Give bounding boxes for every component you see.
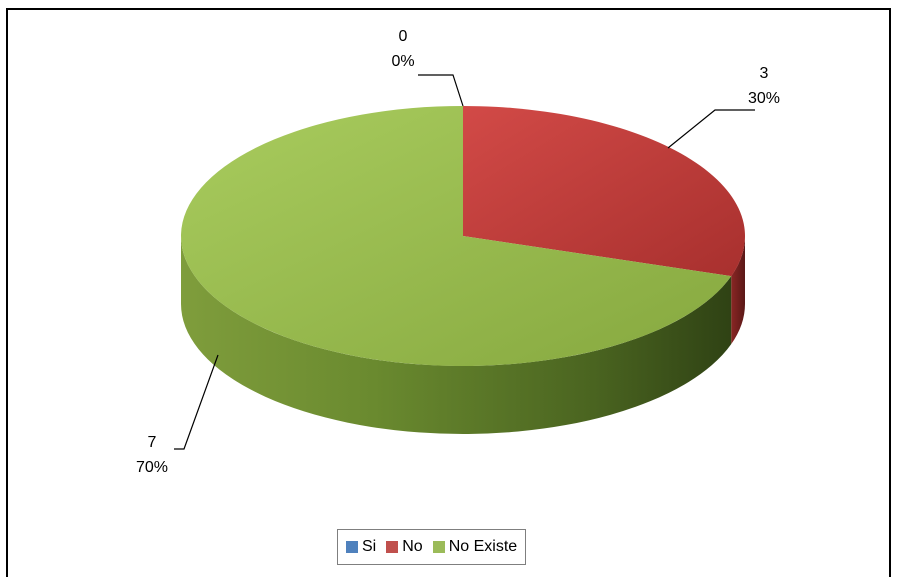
data-labels: 0 0% 3 30% 7 70% [136,28,780,476]
leader-line-no-existe [174,354,219,450]
pie-sides [181,236,745,434]
data-label-value-si: 0 [399,28,408,45]
chart-frame [6,8,891,577]
legend-label-no: No [402,538,423,555]
legend-swatch-si [346,541,358,553]
pie-tops [181,106,745,366]
leader-lines [174,74,755,450]
data-label-percent-no: 30% [748,90,780,107]
leader-line-si [418,74,464,107]
pie-side-no-existe [181,236,732,434]
legend-swatch-no-existe [432,541,445,553]
pie-side-no [731,236,745,345]
legend-item-no: No [386,538,423,556]
legend-swatch-no [386,541,399,553]
pie-slice-no-existe [181,106,732,366]
chart-legend: Si No No Existe [337,529,527,565]
data-label-value-no-existe: 7 [148,434,157,451]
data-label-percent-si: 0% [391,53,414,70]
legend-label-si: Si [362,538,377,555]
pie-slice-no [463,106,745,277]
data-label-value-no: 3 [760,65,769,82]
legend-item-si: Si [346,538,376,556]
data-label-percent-no-existe: 70% [136,459,168,476]
legend-label-no-existe: No Existe [448,538,518,555]
leader-line-no [667,109,755,149]
legend-item-no-existe: No Existe [432,538,518,556]
